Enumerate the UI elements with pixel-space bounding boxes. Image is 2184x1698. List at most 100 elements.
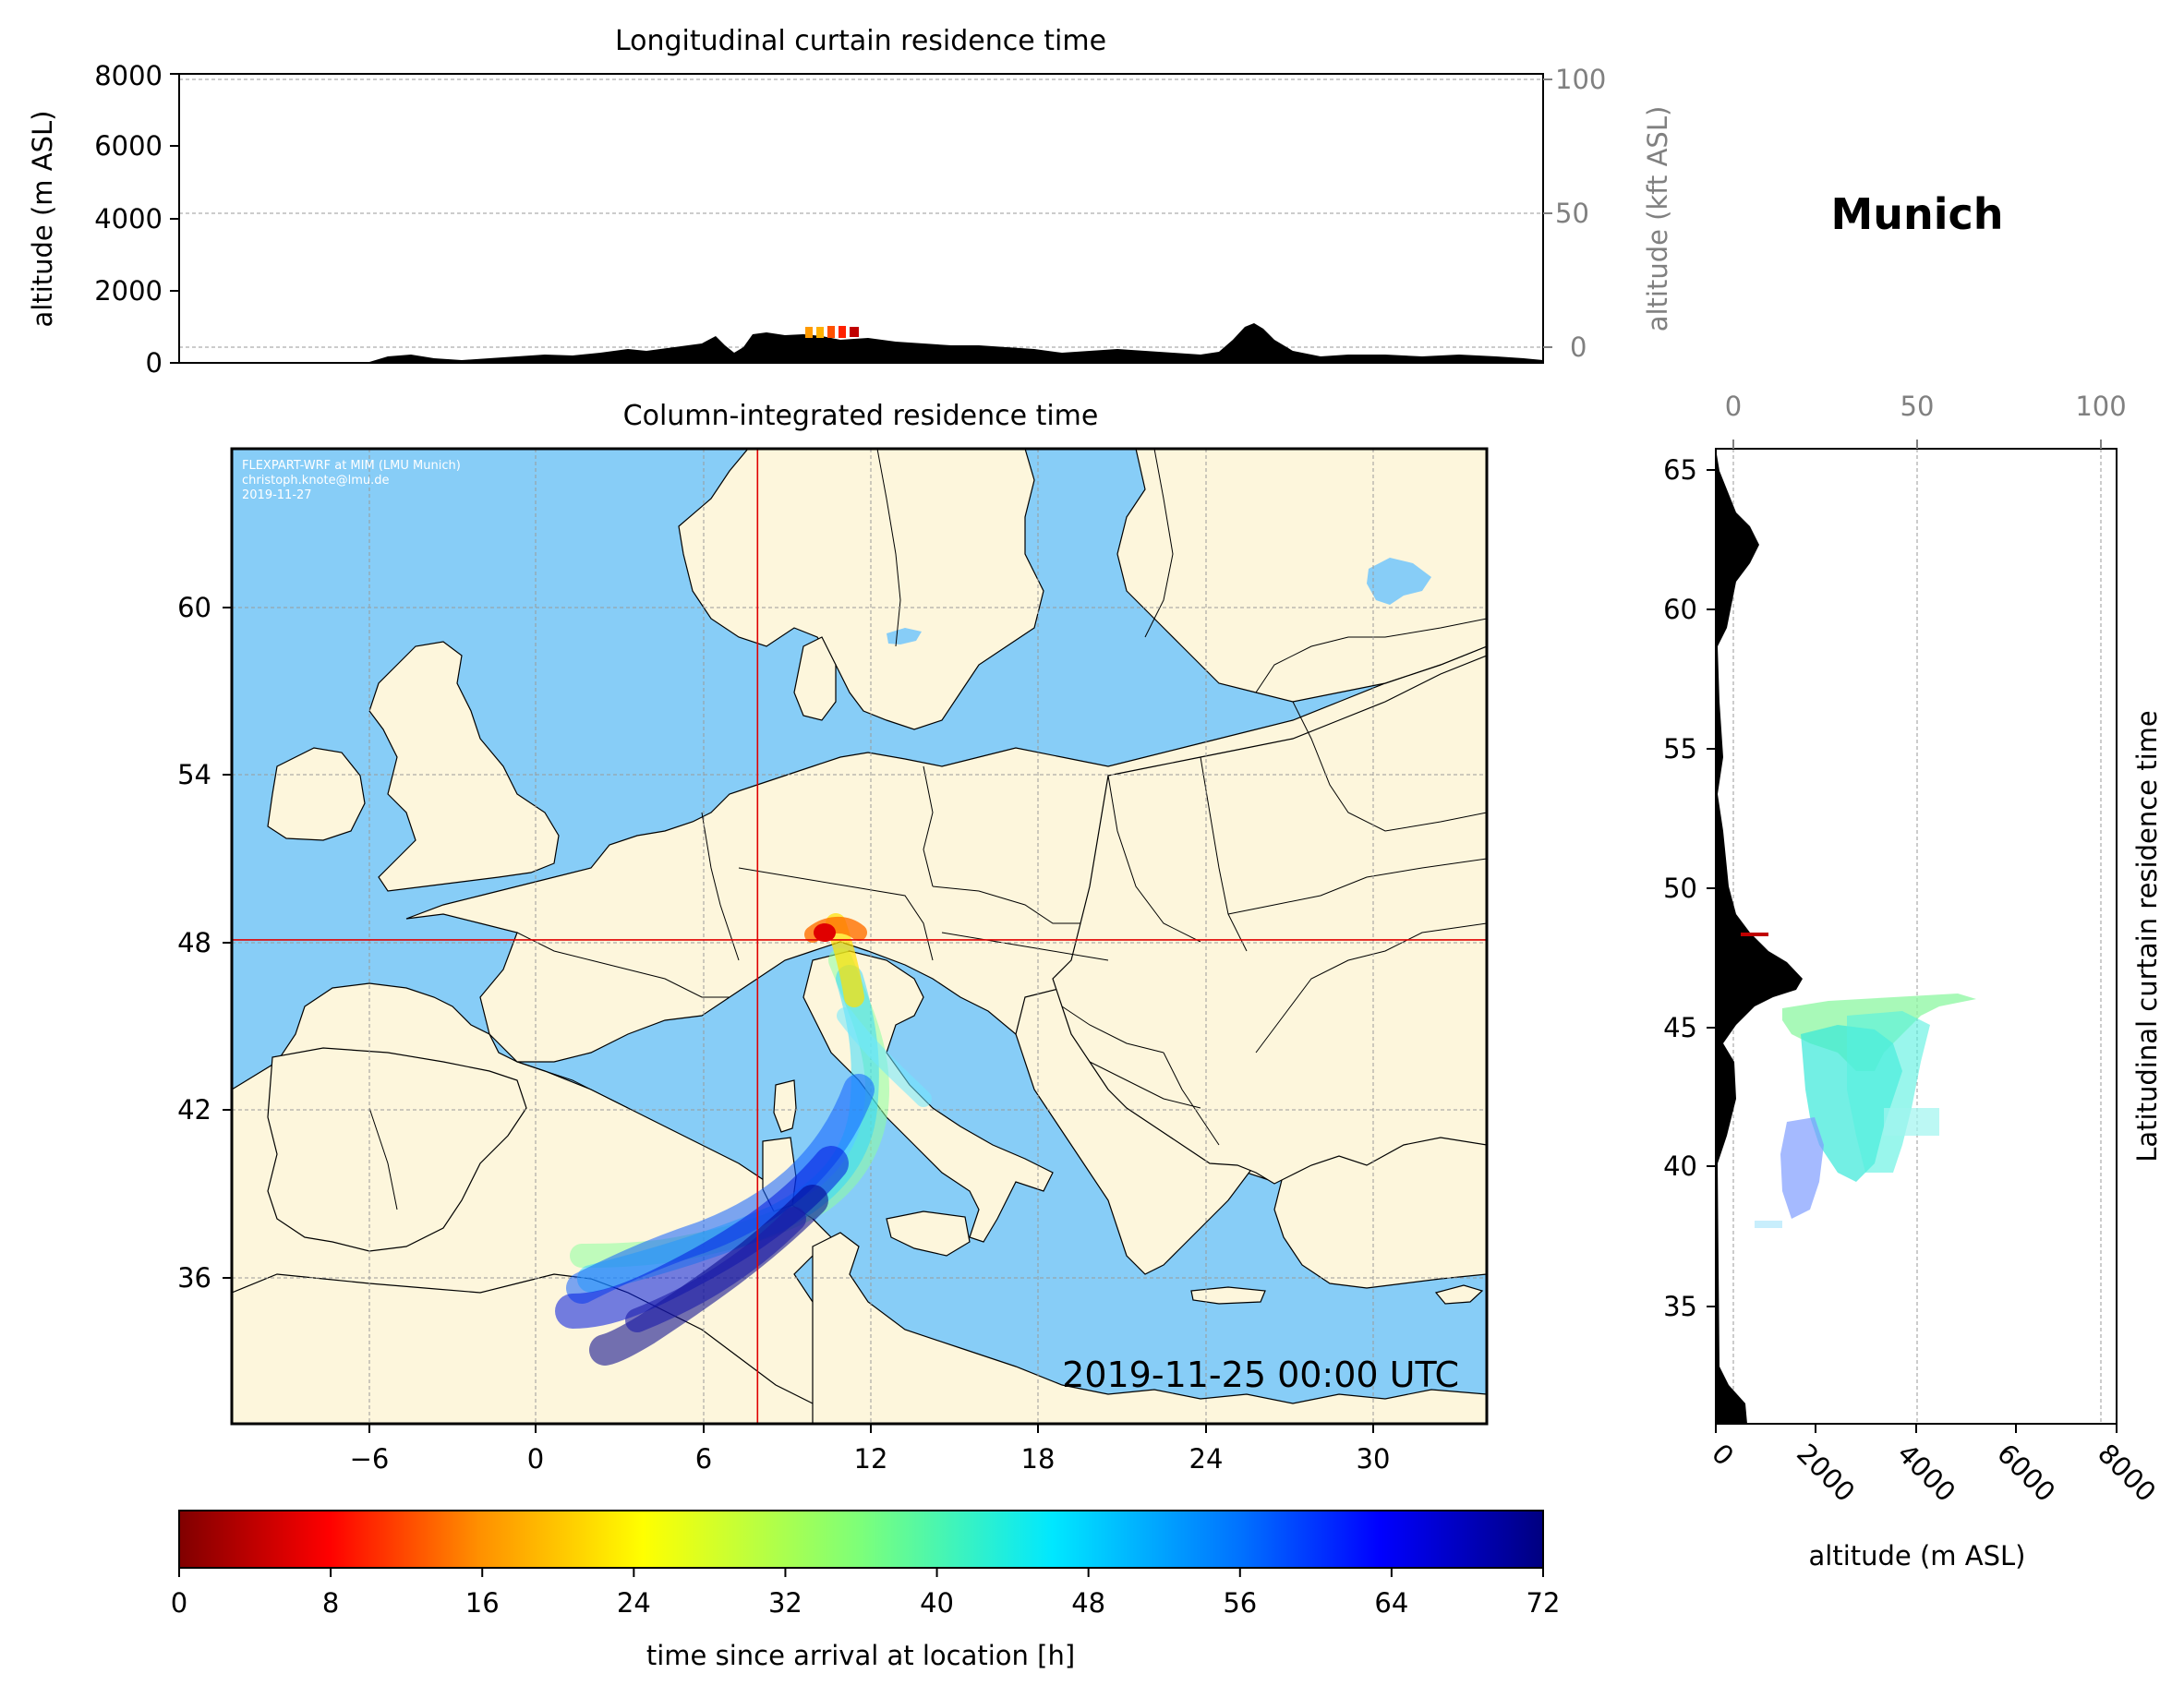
map-xtick-label: 0 <box>527 1443 544 1475</box>
side-trajectory-cloud <box>1847 1011 1930 1173</box>
sicily-land <box>886 1210 971 1257</box>
colorbar-tick-label: 64 <box>1374 1587 1408 1619</box>
residence-time-plume <box>555 913 932 1366</box>
side-trajectory-mark <box>1755 1221 1782 1228</box>
side-ytick-label: 35 <box>1663 1291 1697 1322</box>
side-panel-frame <box>1715 448 2118 1425</box>
map-xtick-label: 18 <box>1021 1443 1056 1475</box>
map-ytick-label: 36 <box>177 1262 211 1294</box>
side-xtick-label: 6000 <box>1991 1438 2061 1508</box>
side-ytick-label: 45 <box>1663 1012 1697 1043</box>
credit-line: 2019-11-27 <box>242 488 312 502</box>
side-top-ticks: 0 50 100 <box>1725 391 2127 449</box>
map-xtick-label: 24 <box>1189 1443 1224 1475</box>
map-xtick-label: −6 <box>350 1443 390 1475</box>
top-left-ticks: 0 2000 4000 6000 8000 <box>94 60 179 379</box>
top-trajectory-mark <box>827 326 835 338</box>
credit-line: FLEXPART-WRF at MIM (LMU Munich) <box>242 459 461 473</box>
ireland-land <box>267 747 366 841</box>
side-xlabel: altitude (m ASL) <box>1809 1540 2026 1572</box>
country-borders <box>368 449 1487 1210</box>
top-right-tick-label: 0 <box>1570 331 1587 363</box>
side-ylabel: Latitudinal curtain residence time <box>2131 710 2163 1162</box>
colorbar-label: time since arrival at location [h] <box>646 1640 1075 1671</box>
colorbar-tick-label: 24 <box>617 1587 651 1619</box>
side-top-tick-label: 0 <box>1725 391 1742 422</box>
scandinavia-land <box>678 449 1044 730</box>
top-trajectory-mark <box>816 327 824 338</box>
side-trajectory-cloud <box>1780 1117 1824 1219</box>
lake-vanern <box>887 628 922 644</box>
side-xtick-label: 8000 <box>2092 1438 2162 1508</box>
map-timestamp: 2019-11-25 00:00 UTC <box>1062 1355 1459 1395</box>
side-trajectory-mark <box>1741 933 1768 936</box>
side-trajectory-cloud <box>1884 1108 1939 1136</box>
side-top-tick-label: 50 <box>1900 391 1935 422</box>
side-ytick-label: 60 <box>1663 594 1697 625</box>
residence-time-map: Column-integrated residence time <box>177 400 1489 1475</box>
crete-land <box>1190 1286 1266 1305</box>
top-ylabel-left: altitude (m ASL) <box>27 111 58 328</box>
tunisia-libya-land <box>812 1232 1487 1424</box>
top-ytick-label: 6000 <box>94 130 163 162</box>
denmark-land <box>793 636 837 721</box>
credit-line: christoph.knote@lmu.de <box>242 474 390 488</box>
colorbar-gradient <box>178 1510 1544 1569</box>
top-right-tick-label: 50 <box>1555 198 1589 229</box>
release-point-mark <box>814 923 836 942</box>
side-xtick-label: 4000 <box>1891 1438 1961 1508</box>
map-frame <box>230 447 1489 1426</box>
map-xtick-label: 6 <box>695 1443 712 1475</box>
plume-branch <box>625 1207 806 1332</box>
colorbar: 0 8 16 24 32 40 48 56 64 72 time since arrival at… <box>171 1510 1561 1671</box>
top-right-ticks: 0 50 100 <box>1543 64 1606 363</box>
cyprus-land <box>1434 1284 1484 1305</box>
colorbar-tick-label: 48 <box>1071 1587 1105 1619</box>
top-ytick-label: 4000 <box>94 203 163 235</box>
plume-branch <box>566 1074 875 1304</box>
finland-baltics-land <box>1116 449 1487 703</box>
side-terrain-profile <box>1716 449 1803 1424</box>
colorbar-tick-label: 72 <box>1526 1587 1561 1619</box>
map-yticks: 36 42 48 54 60 <box>177 592 232 1294</box>
top-trajectory-mark <box>839 326 846 338</box>
side-ytick-label: 40 <box>1663 1150 1697 1182</box>
great-britain-land <box>368 641 560 892</box>
top-ylabel-right: altitude (kft ASL) <box>1642 106 1673 332</box>
top-trajectory-mark <box>805 327 813 338</box>
side-ytick-label: 65 <box>1663 454 1697 486</box>
colorbar-tick-label: 16 <box>465 1587 500 1619</box>
top-right-tick-label: 100 <box>1555 64 1606 95</box>
top-trajectory-mark <box>850 327 859 337</box>
map-panel-title: Column-integrated residence time <box>623 400 1099 432</box>
top-ytick-label: 0 <box>146 347 163 379</box>
side-yticks: 35 40 45 50 55 60 65 <box>1663 454 1716 1322</box>
colorbar-ticks: 0 8 16 24 32 40 48 56 64 72 <box>171 1568 1561 1619</box>
map-ytick-label: 42 <box>177 1094 211 1126</box>
colorbar-tick-label: 40 <box>920 1587 954 1619</box>
top-terrain-profile <box>179 323 1543 363</box>
top-ytick-label: 2000 <box>94 275 163 307</box>
location-title: Munich <box>1830 189 2003 239</box>
side-ytick-label: 50 <box>1663 873 1697 904</box>
map-xtick-label: 12 <box>854 1443 888 1475</box>
colorbar-tick-label: 8 <box>322 1587 339 1619</box>
side-bottom-ticks: 0 2000 4000 6000 8000 <box>1706 1424 2162 1508</box>
map-ytick-label: 54 <box>177 759 211 790</box>
colorbar-tick-label: 0 <box>171 1587 187 1619</box>
lake-ladoga <box>1367 558 1431 605</box>
top-panel-title: Longitudinal curtain residence time <box>615 25 1106 57</box>
plume-branch <box>837 1007 932 1107</box>
map-xticks: −6 0 6 12 18 24 30 <box>350 1424 1391 1475</box>
colorbar-tick-label: 56 <box>1223 1587 1257 1619</box>
iberia-land <box>267 1047 527 1252</box>
longitudinal-curtain-panel: Longitudinal curtain residence time 0 20… <box>27 25 1673 379</box>
map-ytick-label: 60 <box>177 592 211 623</box>
top-ytick-label: 8000 <box>94 60 163 91</box>
top-panel-frame <box>178 73 1544 364</box>
map-xtick-label: 30 <box>1357 1443 1391 1475</box>
map-ytick-label: 48 <box>177 927 211 958</box>
side-xtick-label: 0 <box>1706 1438 1740 1472</box>
side-ytick-label: 55 <box>1663 733 1697 765</box>
